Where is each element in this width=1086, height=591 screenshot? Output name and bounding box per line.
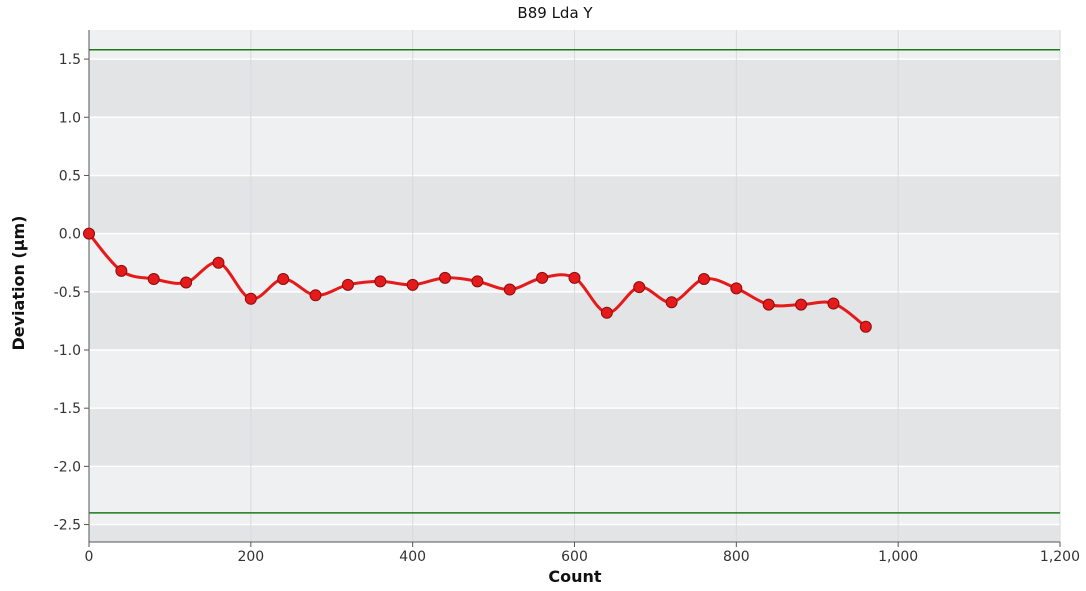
chart-title: B89 Lda Y (517, 4, 593, 22)
data-point (244, 292, 257, 305)
y-tick-label: 0.0 (59, 227, 81, 243)
y-tick-label: -2.0 (54, 459, 81, 475)
x-tick-label: 0 (85, 549, 94, 565)
x-tick-label: 200 (237, 549, 264, 565)
data-point (665, 296, 678, 309)
data-point (536, 271, 549, 284)
data-point (115, 264, 128, 277)
x-tick-label: 400 (399, 549, 426, 565)
data-point (83, 227, 95, 240)
x-tick-label: 600 (561, 549, 588, 565)
y-tick-label: 1.0 (59, 110, 81, 126)
limit-lines (89, 49, 1060, 514)
data-point (406, 278, 419, 291)
data-point (600, 306, 613, 319)
y-tick-label: -2.5 (54, 518, 81, 534)
series-group (83, 227, 872, 333)
data-point (503, 283, 516, 296)
grid-lines (89, 30, 1061, 542)
data-point (795, 298, 808, 311)
axes: 1.5 1.0 0.5 0.0 -0.5 -1.0 -1.5 -2.0 -2.50 200 400 6… (54, 30, 1080, 565)
data-point (568, 271, 581, 284)
data-point (180, 276, 193, 289)
data-point (827, 297, 840, 310)
data-point (374, 275, 387, 288)
data-point (633, 281, 646, 294)
data-point (471, 275, 484, 288)
data-point (341, 278, 354, 291)
data-point (147, 273, 160, 286)
data-point (309, 289, 322, 302)
y-tick-label: 1.5 (59, 52, 81, 68)
y-tick-label: -0.5 (54, 285, 81, 301)
y-tick-label: -1.0 (54, 343, 81, 359)
x-tick-label: 1,200 (1040, 549, 1080, 565)
data-point (697, 273, 710, 286)
data-point (212, 256, 225, 269)
data-point (762, 298, 775, 311)
x-tick-label: 800 (723, 549, 750, 565)
y-axis-title: Deviation (µm) (9, 216, 28, 351)
y-tick-label: 0.5 (59, 168, 81, 184)
data-point (439, 271, 452, 284)
x-tick-label: 1,000 (878, 549, 918, 565)
data-point (730, 282, 743, 295)
data-point (859, 320, 872, 333)
x-axis-title: Count (548, 567, 602, 586)
data-point (277, 273, 290, 286)
y-tick-label: -1.5 (54, 401, 81, 417)
